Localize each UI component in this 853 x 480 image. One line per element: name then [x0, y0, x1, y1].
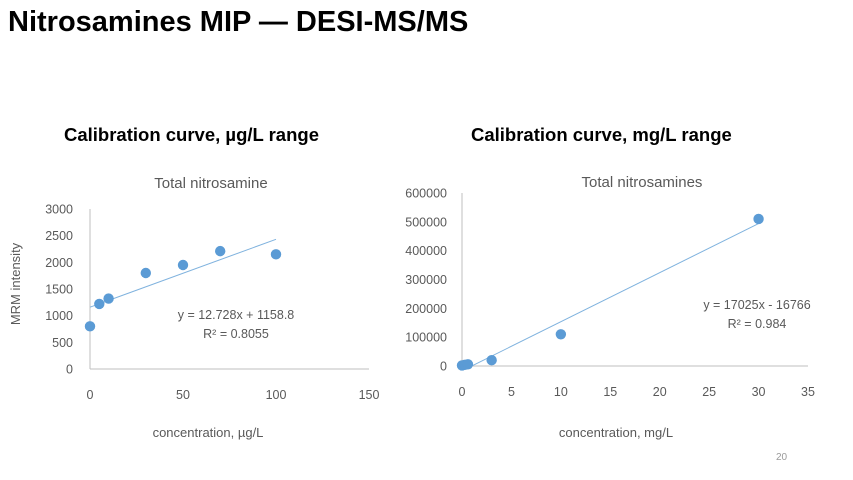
- chart-ug-data-point: [270, 249, 282, 260]
- chart-ug-data-point: [140, 267, 151, 279]
- chart-ug-x-tick-label: 150: [359, 388, 380, 402]
- chart-mg-x-tick-label: 5: [508, 385, 515, 399]
- chart-mg-x-tick-label: 30: [752, 385, 766, 399]
- chart-ug-x-tick-label: 0: [87, 388, 94, 402]
- chart-mg-y-tick-label: 0: [440, 360, 447, 374]
- chart-mg-title: Total nitrosamines: [582, 174, 703, 191]
- chart-mg-x-tick-label: 20: [653, 385, 667, 399]
- chart-ug-x-tick-label: 100: [266, 388, 287, 402]
- chart-mg-x-tick-label: 15: [603, 385, 617, 399]
- chart-ug-y-tick-label: 2000: [45, 256, 73, 270]
- chart-mg-y-tick-label: 200000: [405, 302, 447, 316]
- chart-ug-trendline: [89, 238, 277, 308]
- chart-mg-y-tick-label: 400000: [405, 244, 447, 258]
- chart-mg-data-point: [462, 359, 474, 370]
- page-number: 20: [776, 452, 788, 463]
- chart-ug-y-tick-label: 1000: [45, 309, 73, 323]
- chart-mg-x-tick-label: 35: [801, 385, 815, 399]
- chart-mg-trendline-equation: y = 17025x - 16766: [703, 298, 810, 312]
- chart-ug-data-point: [94, 298, 105, 310]
- chart-mg-y-tick-label: 100000: [405, 331, 447, 345]
- chart-ug-data-point: [215, 245, 226, 257]
- chart-ug-x-tick-label: 50: [176, 388, 190, 402]
- chart-ug-data-point: [103, 293, 114, 304]
- chart-ug-title: Total nitrosamine: [154, 175, 267, 192]
- slide-title: Nitrosamines MIP — DESI-MS/MS: [8, 6, 469, 38]
- chart-mg-y-tick-label: 600000: [405, 187, 447, 201]
- chart-mg-x-tick-label: 25: [702, 385, 716, 399]
- chart-mg-r-squared: R² = 0.984: [728, 317, 787, 331]
- chart-mg-x-axis-label: concentration, mg/L: [559, 425, 673, 440]
- chart-mg-data-point: [753, 213, 764, 225]
- chart-ug-y-tick-label: 1500: [45, 283, 73, 297]
- chart-mg-x-tick-label: 10: [554, 385, 568, 399]
- chart-ug-x-axis-label: concentration, µg/L: [153, 425, 264, 440]
- chart-mg-y-tick-label: 500000: [405, 215, 447, 229]
- panel-heading-ug: Calibration curve, µg/L range: [64, 124, 319, 145]
- chart-ug-r-squared: R² = 0.8055: [203, 327, 269, 341]
- chart-ug-data-point: [84, 321, 96, 332]
- chart-mg-y-tick-label: 300000: [405, 273, 447, 287]
- chart-mg-data-point: [555, 329, 567, 340]
- chart-ug-y-tick-label: 0: [66, 363, 73, 377]
- chart-ug-data-point: [177, 259, 189, 271]
- panel-heading-mg: Calibration curve, mg/L range: [471, 124, 732, 145]
- chart-mg-x-tick-label: 0: [459, 385, 466, 399]
- chart-ug-y-tick-label: 3000: [45, 203, 73, 217]
- chart-mg-trendline: [471, 223, 759, 367]
- chart-ug-trendline-equation: y = 12.728x + 1158.8: [178, 308, 295, 322]
- chart-ug-y-tick-label: 2500: [45, 229, 73, 243]
- chart-ug-y-tick-label: 500: [52, 336, 73, 350]
- chart-ug-y-axis-label: MRM intensity: [8, 242, 23, 325]
- chart-mg-data-point: [486, 355, 497, 366]
